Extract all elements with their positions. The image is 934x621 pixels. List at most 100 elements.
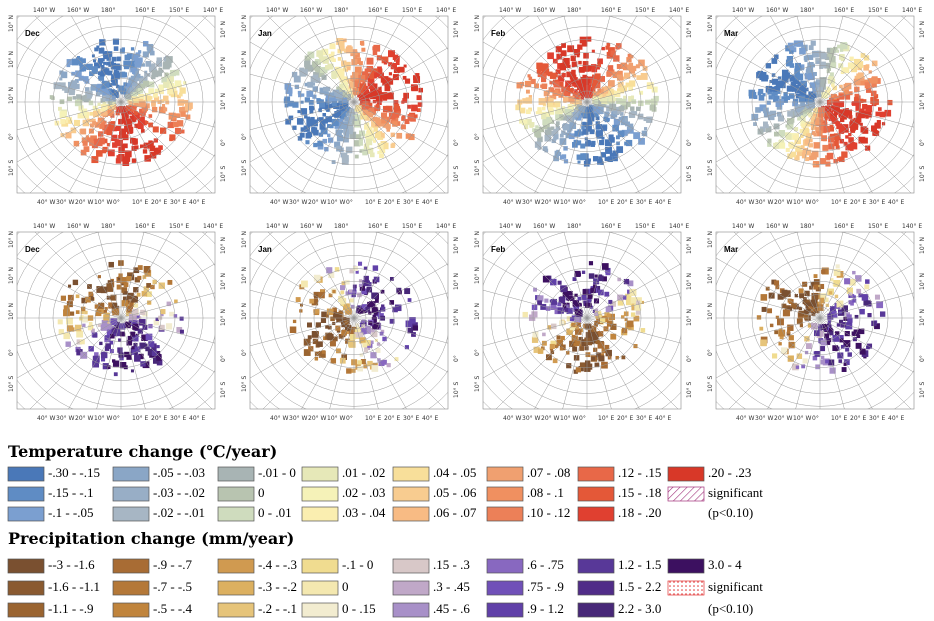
patch (790, 151, 797, 158)
patch (386, 128, 390, 132)
patch (819, 293, 827, 301)
patch (373, 139, 377, 143)
patch (73, 119, 81, 126)
patch (129, 87, 134, 92)
patch (605, 139, 612, 147)
patch (148, 141, 154, 147)
patch (764, 124, 769, 129)
legend-swatch (112, 602, 150, 618)
patch (329, 340, 336, 347)
patch (887, 99, 893, 106)
patch (401, 115, 405, 119)
patch (608, 313, 615, 320)
patch (340, 302, 344, 307)
patch (817, 79, 821, 83)
patch (371, 292, 378, 299)
meridian (330, 232, 355, 319)
patch (876, 120, 881, 125)
meridian (304, 232, 355, 319)
patch (370, 352, 377, 359)
legend-label: .3 - .45 (433, 579, 470, 594)
patch (761, 306, 767, 312)
patch (85, 91, 92, 99)
patch (819, 283, 825, 290)
patch (841, 87, 845, 92)
month-label: Feb (491, 245, 505, 254)
patch (90, 297, 95, 301)
patch (308, 99, 314, 105)
patch (638, 59, 645, 67)
patch (543, 90, 550, 97)
patch (109, 340, 114, 345)
patch (524, 80, 532, 88)
patch (89, 123, 94, 128)
patch (578, 106, 585, 113)
patch (410, 115, 416, 122)
patch (354, 120, 361, 128)
patch (84, 78, 90, 84)
patch (295, 297, 301, 303)
patch (587, 293, 593, 299)
meridian (120, 317, 174, 409)
meridian (483, 289, 588, 319)
meridian (353, 101, 448, 157)
patch (860, 53, 866, 58)
patch (855, 101, 861, 107)
lat-label: 0° (8, 133, 15, 140)
patch (615, 355, 619, 360)
patch (142, 361, 150, 369)
patch (310, 76, 317, 83)
patch (845, 108, 849, 112)
lon-label: 20° W (308, 415, 327, 422)
patch (119, 131, 127, 139)
patch (125, 120, 133, 127)
patch (850, 65, 858, 73)
meridian (353, 16, 404, 103)
patch (320, 290, 324, 294)
meridian (586, 101, 640, 193)
patch (106, 282, 114, 290)
patch (178, 92, 183, 97)
patch (375, 94, 383, 102)
patch (363, 364, 368, 369)
patch (382, 336, 387, 342)
patch (103, 314, 110, 321)
lon-label: 140° W (499, 7, 521, 14)
patch (575, 339, 582, 347)
patch (870, 90, 877, 97)
patch (137, 122, 144, 130)
patch (133, 113, 140, 120)
patch (626, 320, 634, 328)
patch (326, 308, 331, 312)
patch (151, 106, 158, 113)
patch (833, 94, 838, 99)
patch (179, 316, 184, 321)
patch (153, 92, 158, 98)
patch (555, 121, 560, 126)
lat-label: 10° N (220, 273, 227, 290)
patch (781, 294, 786, 299)
patch (322, 112, 327, 117)
lat-label: 10° N (919, 237, 926, 254)
patch (629, 288, 637, 296)
lat-label: 0° (919, 355, 926, 362)
patch (376, 99, 382, 105)
patch (133, 342, 138, 348)
patch (601, 102, 607, 108)
patch (859, 348, 866, 355)
lat-label: 10° S (241, 159, 248, 176)
patch (573, 139, 579, 145)
patch (829, 97, 834, 103)
patch (73, 140, 80, 147)
patch (111, 101, 115, 106)
patch (366, 102, 373, 109)
patch (797, 117, 801, 121)
patch (367, 74, 372, 79)
patch (592, 284, 597, 289)
patch (99, 71, 105, 77)
patch (103, 309, 107, 314)
patch (800, 120, 806, 126)
patch (97, 102, 101, 106)
lat-label: 0° (707, 133, 714, 140)
legend-swatch (486, 580, 524, 596)
